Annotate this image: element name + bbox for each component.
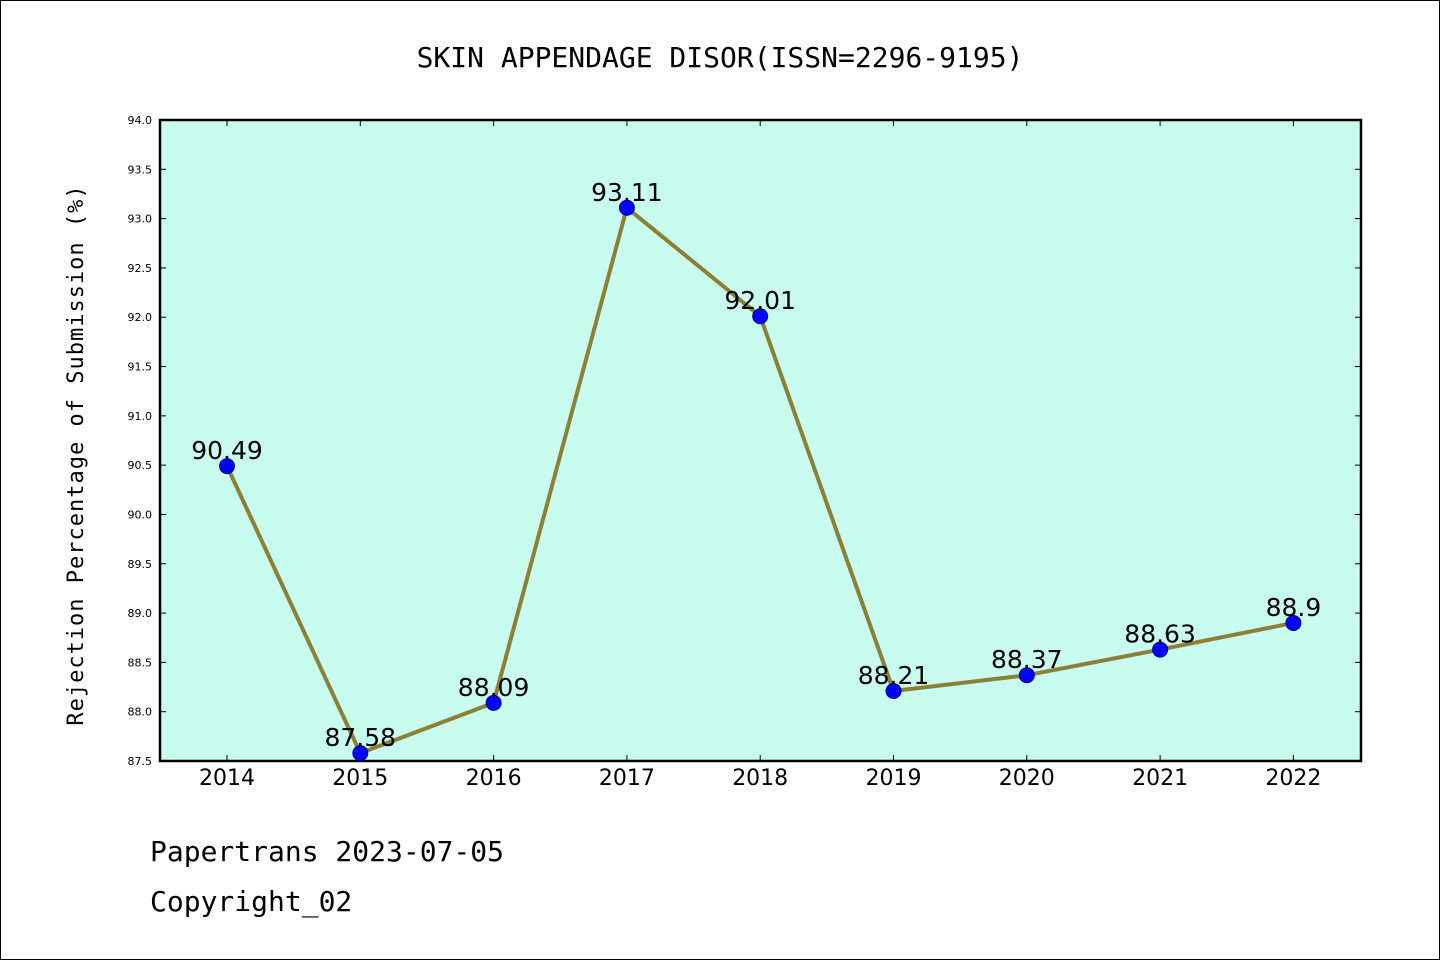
y-tick-label: 94.0 [128, 114, 153, 127]
y-tick-label: 92.0 [128, 311, 153, 324]
x-tick-label: 2016 [466, 766, 522, 791]
x-tick-label: 2017 [599, 766, 655, 791]
y-tick-label: 91.5 [128, 361, 153, 374]
data-point [1152, 641, 1169, 658]
plot-area [158, 118, 1363, 763]
data-point [485, 694, 502, 711]
data-label: 90.49 [191, 436, 263, 465]
data-label: 88.21 [858, 661, 930, 690]
x-tick-label: 2021 [1132, 766, 1188, 791]
y-axis-ticks: 87.5 88.0 88.5 89.0 89.5 90.0 90.5 91.0 91.5 92.0… [128, 114, 1361, 768]
y-tick-label: 89.5 [128, 558, 153, 571]
footer-date-line: Papertrans 2023-07-05 [150, 835, 505, 868]
data-point [219, 458, 235, 475]
data-markers [219, 199, 1302, 762]
x-tick-label: 2014 [199, 766, 255, 791]
data-label: 88.9 [1266, 593, 1322, 622]
y-tick-label: 88.0 [128, 706, 153, 719]
x-axis-ticks: 2014 2015 2016 2017 2018 2019 2020 2021 2022 [199, 120, 1321, 791]
data-point [1285, 614, 1302, 631]
data-point [1018, 667, 1035, 684]
x-tick-label: 2018 [732, 766, 788, 791]
data-point [352, 745, 369, 762]
data-labels: 90.49 87.58 88.09 93.11 92.01 88.21 88.37 88.63… [191, 178, 1321, 752]
data-point [618, 199, 635, 216]
data-point [885, 682, 902, 699]
data-point [752, 308, 769, 325]
y-tick-label: 90.5 [128, 459, 153, 472]
footer-copyright-line: Copyright_02 [150, 885, 353, 918]
y-tick-label: 89.0 [128, 607, 153, 620]
y-tick-label: 91.0 [128, 410, 153, 423]
data-label: 88.63 [1124, 620, 1196, 649]
y-tick-label: 88.5 [128, 656, 153, 669]
x-tick-label: 2015 [332, 766, 388, 791]
x-tick-label: 2019 [866, 766, 922, 791]
y-tick-label: 90.0 [128, 508, 153, 521]
data-label: 93.11 [591, 178, 663, 207]
y-tick-label: 92.5 [128, 262, 153, 275]
y-tick-label: 87.5 [128, 755, 153, 768]
x-tick-label: 2020 [999, 766, 1055, 791]
chart-title: SKIN APPENDAGE DISOR(ISSN=2296-9195) [417, 41, 1024, 74]
x-tick-label: 2022 [1265, 766, 1321, 791]
data-label: 92.01 [724, 286, 796, 315]
data-label: 88.37 [991, 645, 1063, 674]
data-label: 88.09 [458, 673, 530, 702]
y-tick-label: 93.0 [128, 213, 153, 226]
y-tick-label: 93.5 [128, 163, 153, 176]
data-label: 87.58 [325, 723, 397, 752]
y-axis-label: Rejection Percentage of Submission (%) [64, 184, 89, 725]
